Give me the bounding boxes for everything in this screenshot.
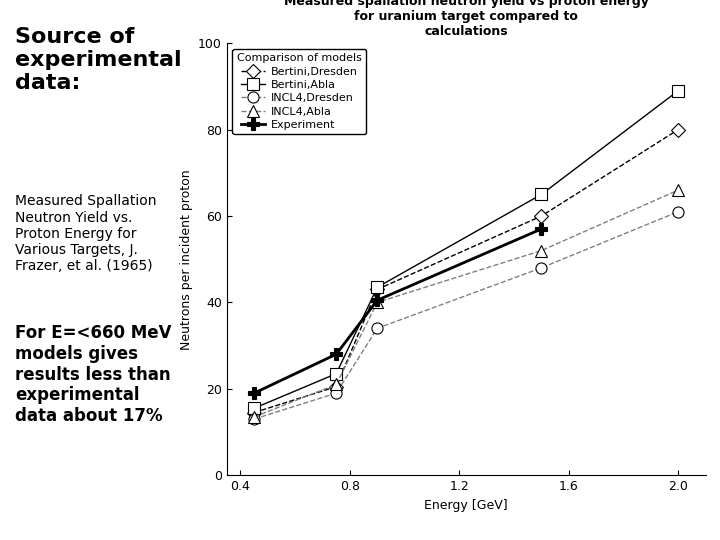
INCL4,Abla: [250, 414, 258, 420]
Text: Source of
experimental
data:: Source of experimental data:: [15, 27, 181, 93]
Experiment: [373, 297, 382, 303]
Bertini,Dresden: [250, 409, 258, 416]
INCL4,Dresden: [537, 265, 546, 271]
Line: Bertini,Abla: Bertini,Abla: [248, 85, 684, 414]
INCL4,Abla: [373, 299, 382, 306]
Y-axis label: Neutrons per incident proton: Neutrons per incident proton: [179, 169, 192, 349]
Line: Bertini,Dresden: Bertini,Dresden: [249, 125, 683, 417]
Bertini,Abla: [373, 284, 382, 291]
INCL4,Abla: [332, 381, 341, 388]
Bertini,Abla: [332, 370, 341, 377]
Legend: Bertini,Dresden, Bertini,Abla, INCL4,Dresden, INCL4,Abla, Experiment: Bertini,Dresden, Bertini,Abla, INCL4,Dre…: [233, 49, 366, 134]
Experiment: [250, 390, 258, 396]
Line: INCL4,Dresden: INCL4,Dresden: [248, 206, 684, 424]
Bertini,Dresden: [373, 286, 382, 293]
Line: INCL4,Abla: INCL4,Abla: [248, 185, 684, 422]
Bertini,Dresden: [674, 126, 683, 133]
Bertini,Abla: [537, 191, 546, 198]
Bertini,Dresden: [332, 383, 341, 390]
INCL4,Dresden: [332, 390, 341, 396]
Title: Measured spallation neutron yield vs proton energy
for uranium target compared t: Measured spallation neutron yield vs pro…: [284, 0, 649, 38]
Bertini,Abla: [250, 405, 258, 411]
INCL4,Abla: [537, 247, 546, 254]
INCL4,Dresden: [674, 208, 683, 215]
INCL4,Dresden: [250, 416, 258, 422]
Bertini,Dresden: [537, 213, 546, 219]
Text: For E=<660 MeV
models gives
results less than
experimental
data about 17%: For E=<660 MeV models gives results less…: [15, 324, 171, 425]
Experiment: [537, 226, 546, 232]
Line: Experiment: Experiment: [248, 222, 548, 400]
Experiment: [332, 351, 341, 357]
Bertini,Abla: [674, 87, 683, 94]
X-axis label: Energy [GeV]: Energy [GeV]: [424, 498, 508, 511]
Text: Measured Spallation
Neutron Yield vs.
Proton Energy for
Various Targets, J.
Fraz: Measured Spallation Neutron Yield vs. Pr…: [15, 194, 156, 273]
INCL4,Abla: [674, 187, 683, 193]
INCL4,Dresden: [373, 325, 382, 332]
